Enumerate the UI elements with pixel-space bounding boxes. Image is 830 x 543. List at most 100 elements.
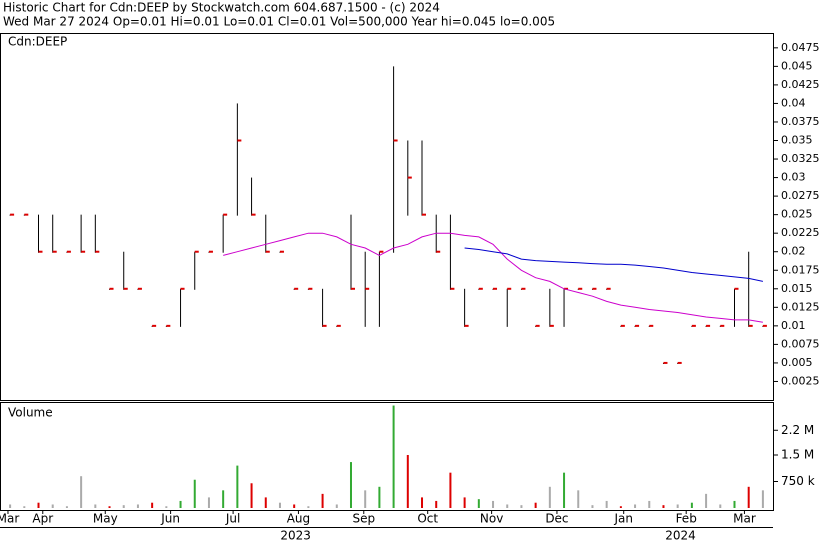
y-tick-label: 0.04 (781, 96, 806, 109)
volume-bar (278, 502, 281, 508)
volume-bar (506, 504, 509, 508)
volume-bar (250, 483, 253, 508)
y-tick-label: 2.2 M (781, 423, 814, 437)
volume-bar (151, 502, 154, 508)
x-tick-label: Apr (32, 512, 53, 526)
volume-bar (207, 497, 210, 508)
volume-bar (165, 506, 168, 508)
x-tick-label: Sep (352, 512, 375, 526)
volume-bar (619, 506, 622, 508)
y-tick-label: 0.0375 (781, 115, 820, 128)
volume-bar (747, 486, 750, 508)
volume-bar (51, 504, 54, 508)
volume-bar (193, 479, 196, 508)
chart-subtitle: Wed Mar 27 2024 Op=0.01 Hi=0.01 Lo=0.01 … (3, 15, 555, 29)
volume-bar (690, 502, 693, 508)
y-tick-label: 0.0425 (781, 78, 820, 91)
volume-bar (136, 504, 139, 508)
year-label: 2024 (665, 529, 696, 543)
y-tick-label: 0.0325 (781, 152, 820, 165)
volume-bar (719, 504, 722, 508)
x-tick-label: Oct (417, 512, 438, 526)
volume-bar (648, 500, 651, 508)
x-tick-label: Aug (287, 512, 310, 526)
y-tick-label: 0.0275 (781, 189, 820, 202)
volume-bar (534, 502, 537, 508)
x-tick-label: Jun (160, 512, 180, 526)
x-tick-label: Jan (613, 512, 633, 526)
volume-bar (364, 490, 367, 508)
volume-bar (94, 504, 97, 508)
x-tick-label: Mar (733, 512, 756, 526)
y-tick-label: 0.0475 (781, 41, 820, 54)
volume-bar (179, 500, 182, 508)
volume-bar (591, 505, 594, 508)
y-tick-label: 0.015 (781, 282, 813, 295)
volume-bar (392, 405, 395, 508)
panel-label: Cdn:DEEP (8, 35, 67, 49)
x-tick-label: Mar (0, 512, 19, 526)
volume-bar (236, 465, 239, 508)
moving-average (464, 247, 764, 282)
volume-bar (662, 505, 665, 508)
volume-bar (122, 505, 125, 508)
volume-bar (577, 490, 580, 508)
volume-bar (378, 486, 381, 508)
volume-bar (9, 504, 12, 508)
volume-bar (293, 504, 296, 508)
volume-bar (307, 506, 310, 508)
x-tick-label: Nov (480, 512, 503, 526)
volume-bar (65, 506, 68, 508)
volume-bar (335, 504, 338, 508)
volume-bar (676, 504, 679, 508)
x-tick-label: Dec (545, 512, 568, 526)
volume-bar (761, 490, 764, 508)
moving-average (223, 232, 763, 323)
volume-bar (222, 490, 225, 508)
x-tick-label: Jul (225, 512, 240, 526)
y-tick-label: 0.045 (781, 59, 813, 72)
volume-bar (349, 462, 352, 508)
volume-bar (80, 476, 83, 508)
volume-bar (421, 497, 424, 508)
panel-label: Volume (8, 406, 53, 420)
volume-bar (492, 500, 495, 508)
volume-bar (321, 493, 324, 508)
y-tick-label: 0.025 (781, 208, 813, 221)
x-tick-label: May (93, 512, 118, 526)
volume-bar (435, 500, 438, 508)
volume-bar (37, 502, 40, 508)
chart-title: Historic Chart for Cdn:DEEP by Stockwatc… (3, 1, 440, 15)
volume-bar (634, 504, 637, 508)
volume-panel (0, 402, 774, 511)
y-tick-label: 0.0125 (781, 300, 820, 313)
y-tick-label: 0.0075 (781, 337, 820, 350)
volume-bar (705, 493, 708, 508)
volume-bar (563, 472, 566, 508)
y-tick-label: 0.0175 (781, 263, 820, 276)
volume-bar (108, 506, 111, 508)
price-panel (0, 33, 774, 401)
y-tick-label: 0.03 (781, 171, 806, 184)
volume-bar (548, 486, 551, 508)
y-tick-label: 0.0025 (781, 374, 820, 387)
y-tick-label: 0.01 (781, 319, 806, 332)
volume-bar (463, 497, 466, 508)
volume-bar (605, 500, 608, 508)
year-label: 2023 (280, 529, 311, 543)
volume-bar (406, 455, 409, 508)
y-tick-label: 0.035 (781, 134, 813, 147)
volume-bar (264, 497, 267, 508)
volume-bar (449, 472, 452, 508)
y-tick-label: 0.02 (781, 245, 806, 258)
y-tick-label: 1.5 M (781, 448, 814, 462)
volume-bar (733, 500, 736, 508)
y-tick-label: 0.0225 (781, 226, 820, 239)
y-tick-label: 750 k (781, 474, 815, 488)
volume-bar (477, 499, 480, 508)
volume-bar (23, 506, 26, 508)
volume-bar (520, 505, 523, 508)
x-tick-label: Feb (676, 512, 697, 526)
